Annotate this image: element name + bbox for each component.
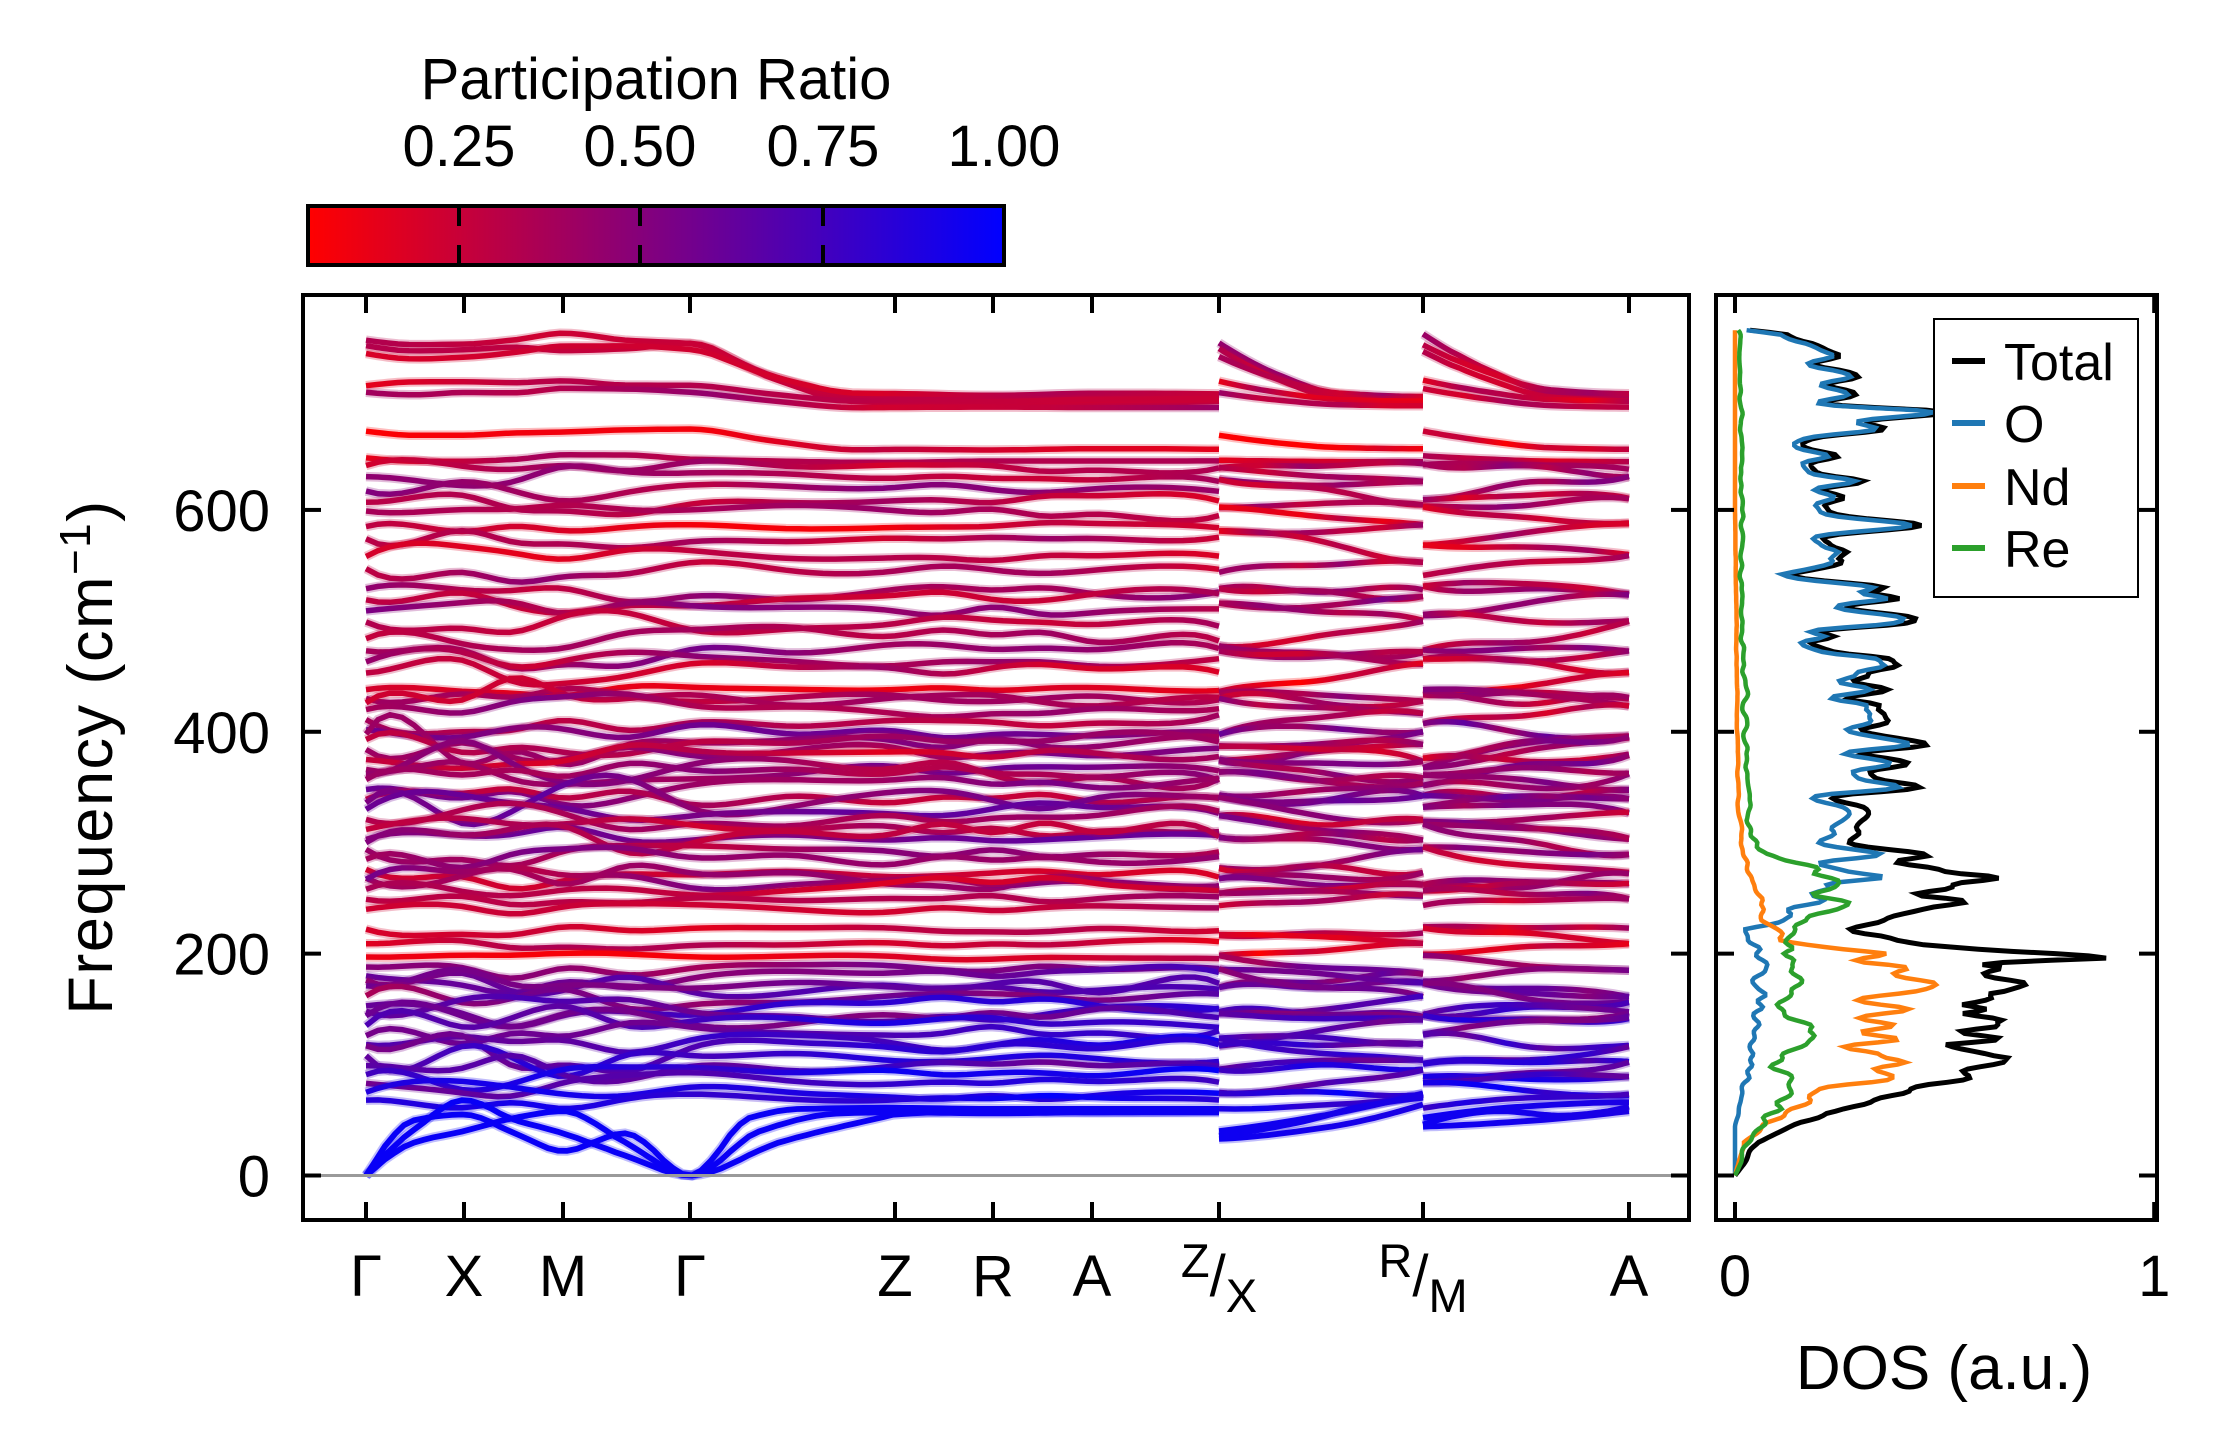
svg-text:0: 0 xyxy=(1719,1244,1751,1309)
svg-text:Re: Re xyxy=(2004,521,2070,579)
svg-text:Nd: Nd xyxy=(2004,459,2070,517)
svg-text:1: 1 xyxy=(2138,1244,2170,1309)
svg-text:R/M: R/M xyxy=(1378,1234,1467,1322)
svg-text:Total: Total xyxy=(2004,334,2114,392)
svg-text:R: R xyxy=(972,1244,1014,1309)
svg-text:X: X xyxy=(445,1244,484,1309)
svg-text:O: O xyxy=(2004,396,2044,454)
svg-text:M: M xyxy=(539,1244,587,1309)
svg-text:0.75: 0.75 xyxy=(767,114,880,179)
svg-text:0: 0 xyxy=(238,1145,270,1210)
svg-text:Γ: Γ xyxy=(674,1244,706,1309)
svg-text:600: 600 xyxy=(173,479,270,544)
svg-text:DOS (a.u.): DOS (a.u.) xyxy=(1796,1334,2092,1403)
svg-text:400: 400 xyxy=(173,701,270,766)
svg-text:1.00: 1.00 xyxy=(948,114,1061,179)
svg-text:0.50: 0.50 xyxy=(584,114,697,179)
svg-text:A: A xyxy=(1073,1244,1112,1309)
svg-text:Frequency (cm−1): Frequency (cm−1) xyxy=(51,499,126,1014)
svg-text:A: A xyxy=(1610,1244,1649,1309)
svg-text:Γ: Γ xyxy=(350,1244,382,1309)
svg-text:Z/X: Z/X xyxy=(1181,1234,1257,1322)
svg-text:Participation Ratio: Participation Ratio xyxy=(421,47,892,112)
svg-text:200: 200 xyxy=(173,923,270,988)
svg-text:Z: Z xyxy=(877,1244,912,1309)
svg-text:0.25: 0.25 xyxy=(403,114,516,179)
